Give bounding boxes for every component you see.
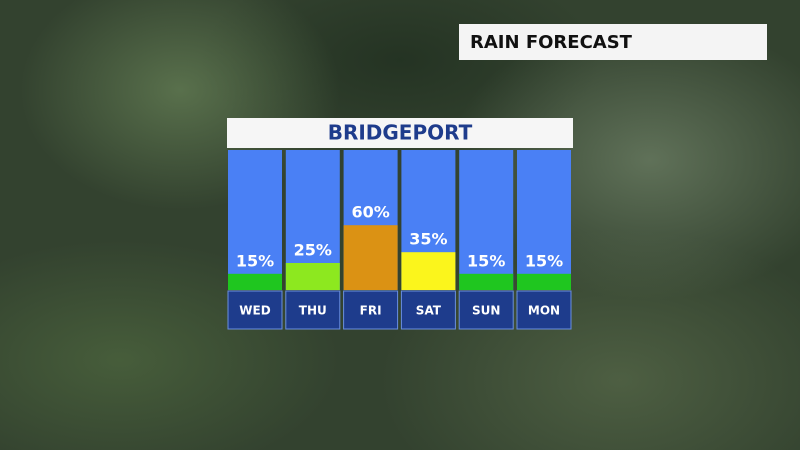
column xyxy=(459,150,514,290)
value-label: 15% xyxy=(467,251,505,270)
bar xyxy=(459,273,514,290)
x-tick-label: THU xyxy=(299,304,327,318)
x-tick-label: WED xyxy=(239,304,270,318)
value-label: 35% xyxy=(409,230,447,249)
title-box xyxy=(227,118,573,148)
day-box xyxy=(516,290,572,330)
value-label: 15% xyxy=(236,251,274,270)
day-box xyxy=(400,290,456,330)
chart-title: BRIDGEPORT xyxy=(328,121,473,145)
bar xyxy=(343,225,398,290)
column xyxy=(517,150,571,290)
day-box xyxy=(343,290,399,330)
x-tick-label: SAT xyxy=(416,304,442,318)
value-label: 25% xyxy=(294,241,332,260)
bar xyxy=(401,252,456,290)
header-title: RAIN FORECAST xyxy=(470,32,633,53)
bar xyxy=(285,263,340,290)
value-label: 15% xyxy=(525,251,563,270)
header-box xyxy=(459,24,767,60)
value-label: 60% xyxy=(351,203,389,222)
day-box xyxy=(227,290,283,330)
day-box xyxy=(285,290,341,330)
bar xyxy=(228,273,282,290)
x-tick-label: FRI xyxy=(360,304,382,318)
bar xyxy=(517,273,571,290)
column xyxy=(228,150,282,290)
day-box xyxy=(458,290,514,330)
x-tick-label: SUN xyxy=(472,304,500,318)
x-tick-label: MON xyxy=(528,304,560,318)
